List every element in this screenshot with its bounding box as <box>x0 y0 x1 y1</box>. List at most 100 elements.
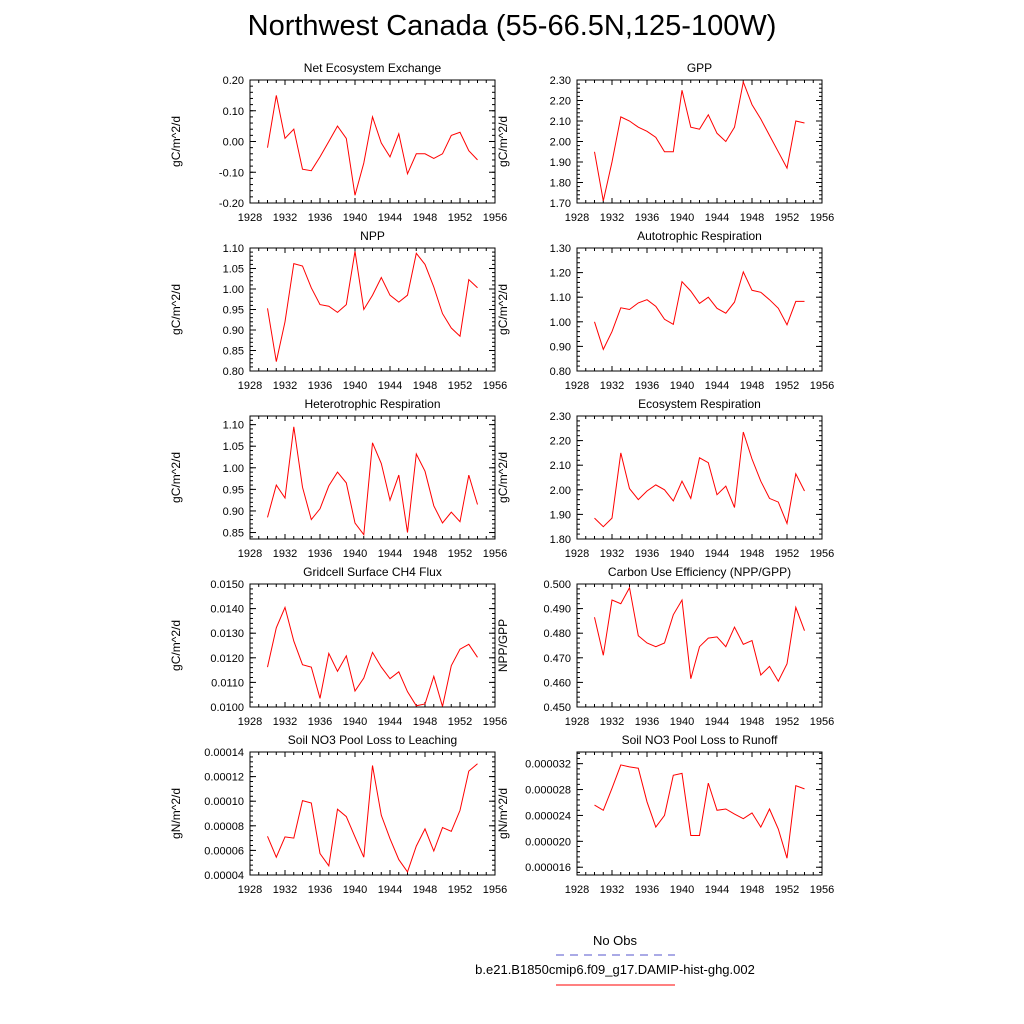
x-tick-label: 1944 <box>378 716 402 728</box>
y-tick-label: 0.20 <box>223 75 244 87</box>
x-tick-label: 1944 <box>378 380 402 392</box>
y-tick-label: 0.000016 <box>525 862 571 874</box>
y-tick-label: 2.00 <box>550 137 571 149</box>
x-tick-label: 1940 <box>343 716 367 728</box>
x-tick-label: 1948 <box>413 884 437 896</box>
plot-frame <box>576 247 823 372</box>
y-tick-label: 1.10 <box>223 243 244 255</box>
y-tick-label: 2.00 <box>550 485 571 497</box>
y-tick-label: 2.20 <box>550 436 571 448</box>
x-tick-label: 1956 <box>483 548 507 560</box>
y-tick-label: 1.90 <box>550 157 571 169</box>
x-tick-label: 1956 <box>810 716 834 728</box>
plot-frame <box>249 415 496 540</box>
x-tick-label: 1952 <box>775 716 799 728</box>
y-tick-label: 0.450 <box>543 702 571 714</box>
y-tick-label: 0.000024 <box>525 810 571 822</box>
y-tick-label: 2.20 <box>550 96 571 108</box>
y-tick-label: 0.00004 <box>204 870 244 882</box>
x-tick-label: 1948 <box>413 212 437 224</box>
y-tick-label: 0.0110 <box>211 677 244 689</box>
legend-label-model: b.e21.B1850cmip6.f09_g17.DAMIP-hist-ghg.… <box>475 962 755 977</box>
chart-panel-9: Soil NO3 Pool Loss to Leaching gN/m^2/d 19… <box>169 733 507 896</box>
y-tick-label: 0.000032 <box>525 759 571 771</box>
x-tick-label: 1932 <box>273 548 297 560</box>
x-tick-label: 1936 <box>308 212 332 224</box>
y-tick-label: 1.70 <box>550 198 571 210</box>
y-tick-label: 0.0100 <box>210 702 244 714</box>
x-tick-label: 1932 <box>600 212 624 224</box>
y-tick-label: 0.95 <box>223 484 244 496</box>
y-tick-label: 2.10 <box>550 116 571 128</box>
x-tick-label: 1940 <box>343 548 367 560</box>
y-tick-label: 0.000020 <box>525 836 571 848</box>
x-tick-label: 1944 <box>705 548 729 560</box>
y-tick-label: 0.90 <box>223 325 244 337</box>
x-tick-label: 1936 <box>635 884 659 896</box>
x-tick-label: 1940 <box>670 716 694 728</box>
panel-title: Autotrophic Respiration <box>637 229 762 243</box>
x-tick-label: 1956 <box>483 884 507 896</box>
plot-frame <box>576 583 823 708</box>
y-tick-label: -0.20 <box>219 198 244 210</box>
chart-panel-5: Heterotrophic Respiration gC/m^2/d 1928 193… <box>169 397 507 560</box>
y-tick-label: 0.95 <box>223 305 244 317</box>
x-tick-label: 1944 <box>705 884 729 896</box>
series-line <box>594 764 805 859</box>
y-tick-label: 0.00006 <box>204 845 244 857</box>
y-tick-label: 1.80 <box>550 534 571 546</box>
x-tick-label: 1952 <box>448 380 472 392</box>
panel-title: GPP <box>687 61 712 75</box>
chart-panel-8: Carbon Use Efficiency (NPP/GPP) NPP/GPP 19… <box>496 565 834 728</box>
y-tick-label: 0.90 <box>550 341 571 353</box>
x-tick-label: 1944 <box>378 884 402 896</box>
y-tick-label: 0.90 <box>223 506 244 518</box>
x-tick-label: 1928 <box>238 884 262 896</box>
x-tick-label: 1932 <box>600 548 624 560</box>
y-tick-label: 0.460 <box>543 677 571 689</box>
panel-title: Heterotrophic Respiration <box>304 397 440 411</box>
x-tick-label: 1956 <box>483 380 507 392</box>
x-tick-label: 1936 <box>635 716 659 728</box>
y-axis-label: gC/m^2/d <box>169 620 183 671</box>
y-axis-label: gC/m^2/d <box>496 284 510 335</box>
series-line <box>594 270 805 351</box>
y-axis-label: gC/m^2/d <box>496 452 510 503</box>
y-axis-label: gC/m^2/d <box>169 116 183 167</box>
x-tick-label: 1940 <box>343 884 367 896</box>
x-tick-label: 1952 <box>448 212 472 224</box>
y-tick-label: 2.30 <box>550 75 571 87</box>
y-tick-label: 1.05 <box>223 264 244 276</box>
x-tick-label: 1944 <box>378 212 402 224</box>
x-tick-label: 1948 <box>740 548 764 560</box>
x-tick-label: 1956 <box>810 380 834 392</box>
x-tick-label: 1932 <box>273 884 297 896</box>
series-line <box>267 95 478 196</box>
x-tick-label: 1948 <box>413 380 437 392</box>
series-line <box>594 586 805 683</box>
x-tick-label: 1944 <box>705 212 729 224</box>
x-tick-label: 1928 <box>565 380 589 392</box>
plot-frame <box>249 583 496 708</box>
x-tick-label: 1940 <box>343 380 367 392</box>
x-tick-label: 1956 <box>810 212 834 224</box>
y-tick-label: 0.00008 <box>204 821 244 833</box>
x-tick-label: 1948 <box>740 716 764 728</box>
x-tick-label: 1928 <box>565 548 589 560</box>
x-tick-label: 1936 <box>635 548 659 560</box>
y-tick-label: -0.10 <box>219 167 244 179</box>
y-tick-label: 0.00 <box>223 137 244 149</box>
x-tick-label: 1952 <box>775 380 799 392</box>
x-tick-label: 1940 <box>343 212 367 224</box>
x-tick-label: 1928 <box>565 884 589 896</box>
series-line <box>267 763 478 873</box>
y-axis-label: gC/m^2/d <box>169 452 183 503</box>
x-tick-label: 1952 <box>775 548 799 560</box>
series-line <box>594 431 805 528</box>
panel-title: Soil NO3 Pool Loss to Runoff <box>622 733 779 747</box>
series-line <box>594 80 805 202</box>
panel-title: NPP <box>360 229 385 243</box>
legend: No Obs b.e21.B1850cmip6.f09_g17.DAMIP-his… <box>475 933 755 986</box>
